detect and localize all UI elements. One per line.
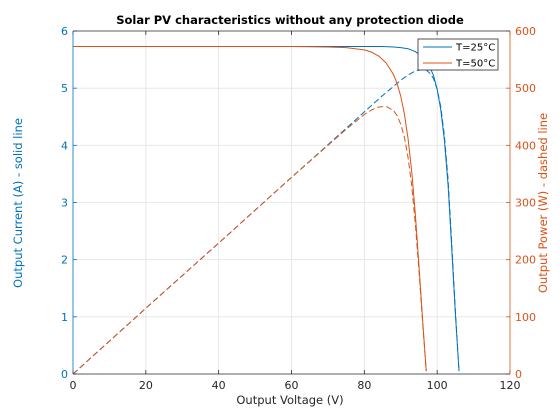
y-right-tick-label: 400: [515, 139, 536, 152]
axes: [72, 30, 511, 375]
legend-box: [417, 38, 499, 71]
y-left-tick-label: 4: [61, 139, 68, 152]
series-line-3-power: [72, 105, 427, 375]
y-right-axis-label: Output Power (W) - dashed line: [536, 113, 550, 293]
x-tick-label: 40: [212, 379, 226, 392]
series-layer: [72, 45, 460, 375]
x-tick-label: 80: [357, 379, 371, 392]
y-right-tick-label: 0: [515, 368, 522, 381]
series-line-2-current: [73, 45, 427, 372]
y-left-tick-label: 1: [61, 311, 68, 324]
y-left-tick-label: 3: [61, 197, 68, 210]
y-left-tick-label: 2: [61, 254, 68, 267]
y-left-tick-label: 0: [61, 368, 68, 381]
y-left-axis-label: Output Current (A) - solid line: [11, 118, 25, 288]
y-left-tick-label: 6: [61, 25, 68, 38]
y-right-tick-label: 200: [515, 254, 536, 267]
tick-labels: 0 20 40 60 80 100 1200123456010020030040050060…: [61, 25, 536, 392]
y-left-tick-label: 5: [61, 82, 68, 95]
legend-label-50c: T=50°C: [455, 59, 495, 70]
y-right-tick-label: 300: [515, 197, 536, 210]
x-tick-label: 120: [500, 379, 521, 392]
x-tick-label: 100: [427, 379, 448, 392]
chart-title: Solar PV characteristics without any pro…: [116, 13, 464, 27]
x-axis-label: Output Voltage (V): [236, 393, 343, 407]
y-right-tick-label: 100: [515, 311, 536, 324]
x-tick-label: 0: [70, 379, 77, 392]
legend: T=25°C T=50°C: [417, 38, 499, 71]
legend-label-25c: T=25°C: [455, 43, 495, 54]
x-tick-label: 60: [285, 379, 299, 392]
x-tick-label: 20: [139, 379, 153, 392]
y-right-tick-label: 600: [515, 25, 536, 38]
y-right-tick-label: 500: [515, 82, 536, 95]
